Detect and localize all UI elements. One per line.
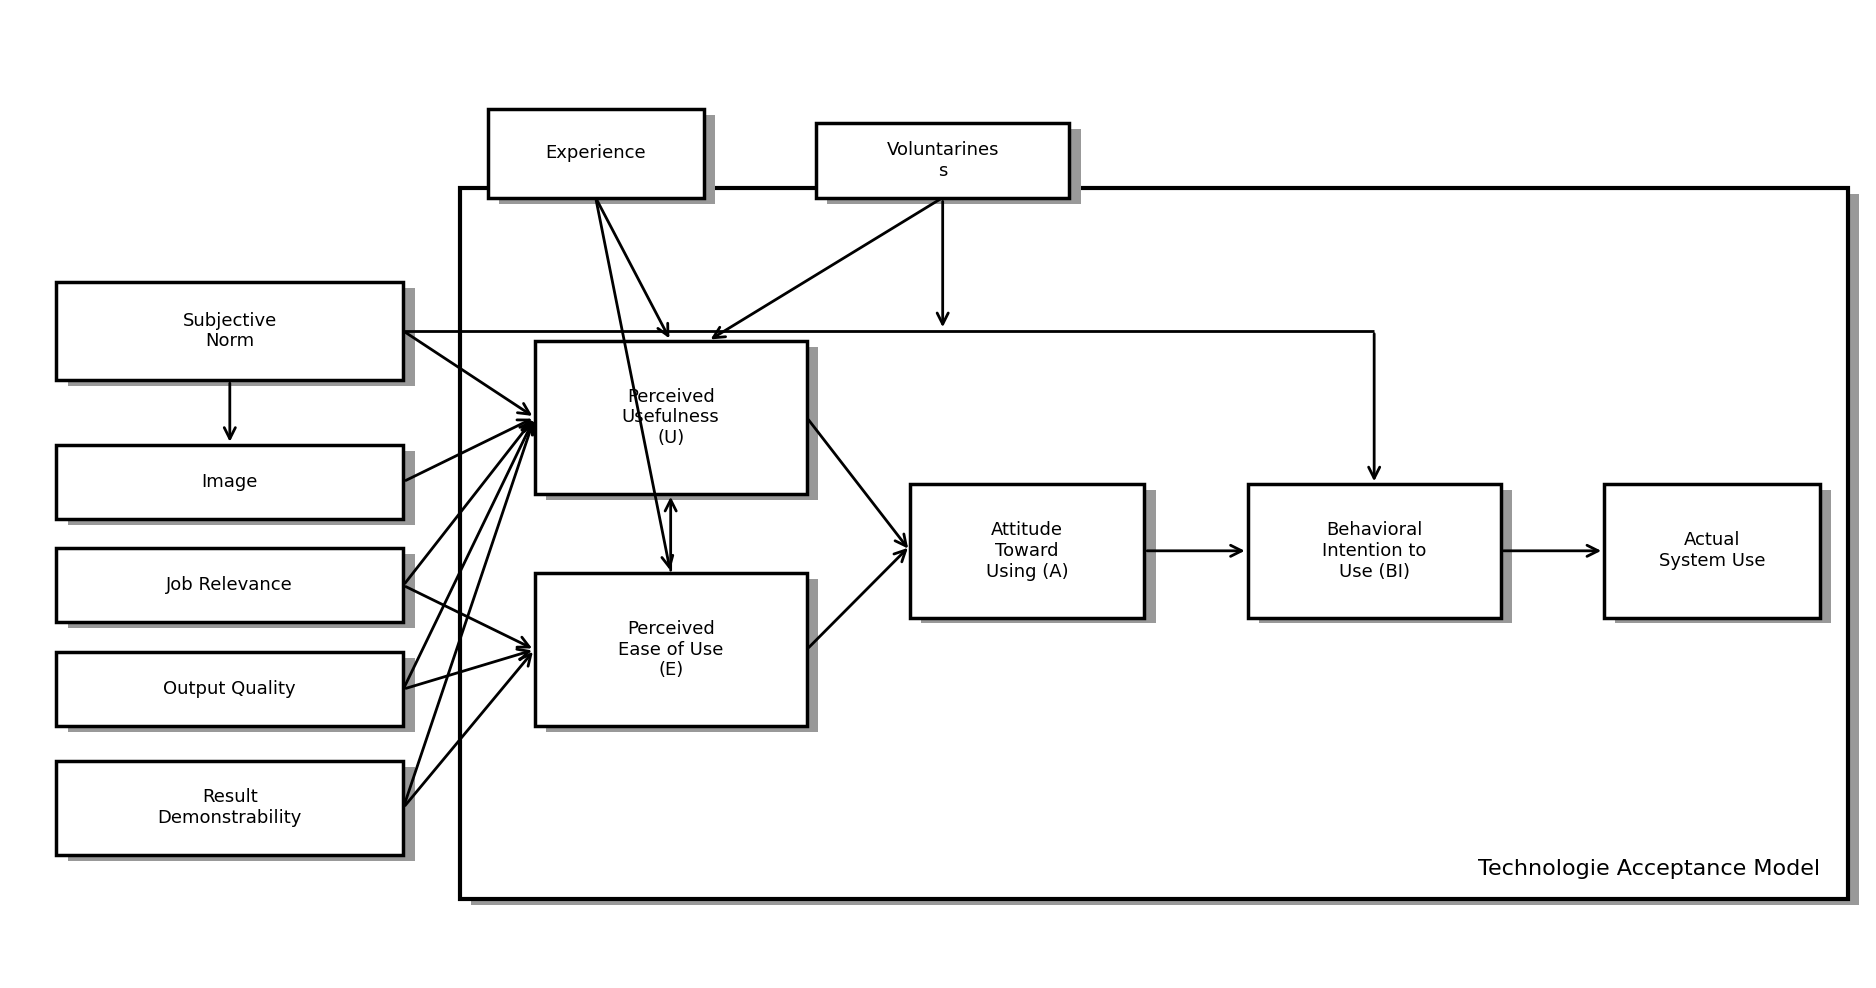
FancyBboxPatch shape (535, 341, 807, 494)
FancyBboxPatch shape (910, 484, 1144, 618)
FancyBboxPatch shape (460, 188, 1848, 899)
FancyBboxPatch shape (56, 548, 403, 622)
Text: Experience: Experience (546, 144, 645, 162)
FancyBboxPatch shape (921, 490, 1156, 623)
Text: Image: Image (201, 472, 259, 491)
Text: Subjective
Norm: Subjective Norm (182, 311, 278, 351)
FancyBboxPatch shape (68, 554, 415, 628)
Text: Output Quality: Output Quality (163, 680, 296, 699)
FancyBboxPatch shape (56, 282, 403, 380)
FancyBboxPatch shape (1604, 484, 1820, 618)
FancyBboxPatch shape (56, 652, 403, 726)
FancyBboxPatch shape (471, 194, 1859, 905)
Text: Perceived
Usefulness
(U): Perceived Usefulness (U) (621, 387, 720, 448)
FancyBboxPatch shape (56, 445, 403, 519)
FancyBboxPatch shape (1259, 490, 1512, 623)
Text: Behavioral
Intention to
Use (BI): Behavioral Intention to Use (BI) (1323, 521, 1426, 581)
FancyBboxPatch shape (546, 579, 818, 732)
FancyBboxPatch shape (816, 124, 1069, 198)
FancyBboxPatch shape (68, 288, 415, 386)
Text: Voluntarines
s: Voluntarines s (887, 141, 998, 180)
FancyBboxPatch shape (1248, 484, 1501, 618)
Text: Actual
System Use: Actual System Use (1658, 532, 1765, 570)
Text: Attitude
Toward
Using (A): Attitude Toward Using (A) (985, 521, 1069, 581)
Text: Result
Demonstrability: Result Demonstrability (158, 788, 302, 827)
FancyBboxPatch shape (535, 573, 807, 726)
FancyBboxPatch shape (56, 761, 403, 855)
FancyBboxPatch shape (546, 347, 818, 500)
Text: Perceived
Ease of Use
(E): Perceived Ease of Use (E) (617, 619, 724, 680)
FancyBboxPatch shape (827, 129, 1081, 204)
Text: Job Relevance: Job Relevance (167, 576, 293, 595)
FancyBboxPatch shape (68, 658, 415, 732)
Text: Technologie Acceptance Model: Technologie Acceptance Model (1478, 860, 1820, 879)
FancyBboxPatch shape (68, 767, 415, 861)
FancyBboxPatch shape (68, 451, 415, 525)
FancyBboxPatch shape (499, 115, 715, 204)
FancyBboxPatch shape (488, 109, 704, 198)
FancyBboxPatch shape (1615, 490, 1831, 623)
